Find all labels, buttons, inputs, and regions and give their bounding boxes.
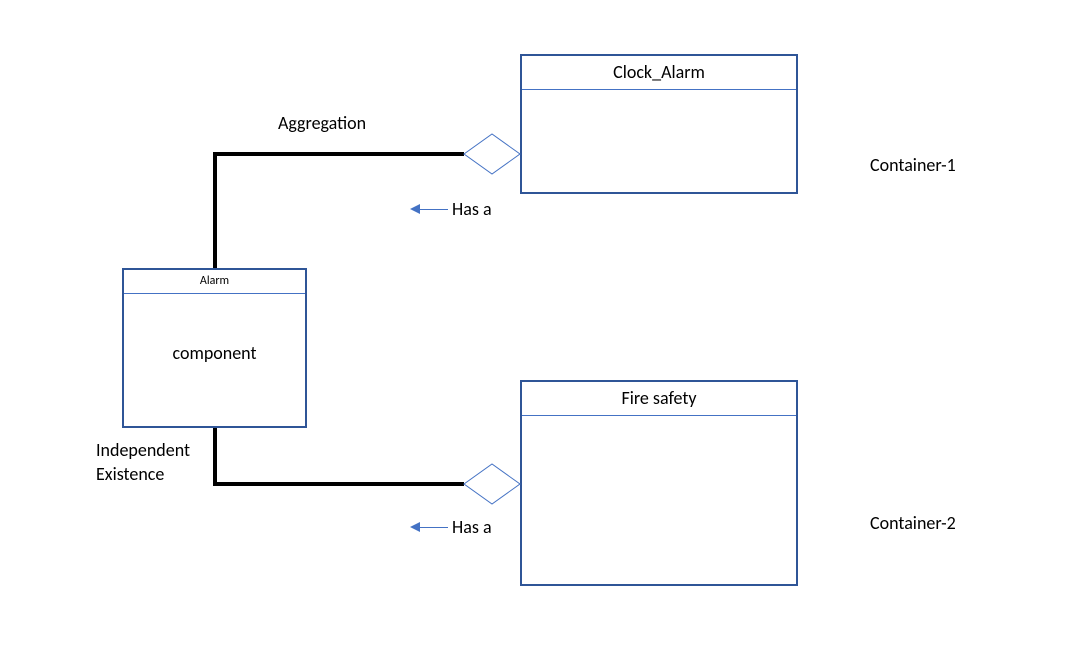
- aggregation-label: Aggregation: [278, 112, 366, 134]
- alarm-header: Alarm: [124, 270, 305, 294]
- fire-safety-box: Fire safety: [520, 380, 798, 586]
- has-a-1-label: Has a: [452, 198, 492, 220]
- diamond-icon-top: [464, 134, 520, 174]
- alarm-title: Alarm: [200, 274, 229, 288]
- alarm-body: component: [124, 294, 305, 364]
- connector-top: [215, 154, 464, 268]
- connector-bottom: [215, 428, 464, 484]
- diamond-icon-bottom: [464, 464, 520, 504]
- fire-safety-title: Fire safety: [621, 387, 696, 409]
- clock-alarm-title: Clock_Alarm: [613, 61, 705, 83]
- has-a-2-label: Has a: [452, 516, 492, 538]
- independent-existence-label: Independent Existence: [96, 438, 190, 486]
- container-1-label: Container-1: [870, 154, 956, 176]
- fire-safety-header: Fire safety: [522, 382, 796, 416]
- alarm-body-label: component: [172, 342, 256, 364]
- alarm-box: Alarm component: [122, 268, 307, 428]
- container-2-label: Container-2: [870, 512, 956, 534]
- clock-alarm-header: Clock_Alarm: [522, 56, 796, 90]
- clock-alarm-box: Clock_Alarm: [520, 54, 798, 194]
